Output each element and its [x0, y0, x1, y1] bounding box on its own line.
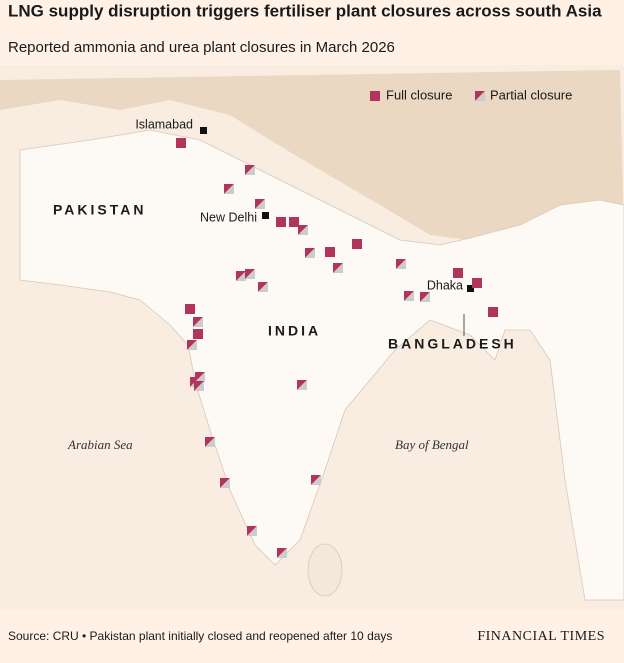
- swatch-part: [475, 91, 485, 101]
- partial-closure-marker: [277, 548, 287, 558]
- sri-lanka: [307, 543, 343, 597]
- partial-closure-marker: [220, 478, 230, 488]
- city-label: Islamabad: [135, 117, 193, 131]
- mountains: [0, 70, 624, 240]
- marker-part: [298, 225, 308, 235]
- marker-part: [333, 263, 343, 273]
- country-label: BANGLADESH: [388, 336, 517, 352]
- partial-closure-marker: [396, 259, 406, 269]
- partial-closure-marker: [298, 225, 308, 235]
- marker-part: [194, 381, 204, 391]
- full-closure-marker: [193, 329, 203, 339]
- partial-closure-marker: [255, 199, 265, 209]
- partial-closure-marker: [205, 437, 215, 447]
- partial-closure-marker: [305, 248, 315, 258]
- marker-part: [224, 184, 234, 194]
- plant-markers: [176, 138, 498, 558]
- partial-closure-marker: [187, 340, 197, 350]
- full-closure-marker: [472, 278, 482, 288]
- marker-part: [245, 269, 255, 279]
- partial-closure-marker: [193, 317, 203, 327]
- marker-part: [205, 437, 215, 447]
- partial-closure-marker: [297, 380, 307, 390]
- marker-part: [311, 475, 321, 485]
- marker-part: [255, 199, 265, 209]
- full-closure-marker: [488, 307, 498, 317]
- marker-part: [236, 271, 246, 281]
- marker-part: [220, 478, 230, 488]
- partial-closure-marker: [258, 282, 268, 292]
- partial-closure-marker: [245, 165, 255, 175]
- subtitle: Reported ammonia and urea plant closures…: [8, 39, 395, 56]
- partial-closure-marker: [420, 292, 430, 302]
- city-label: Dhaka: [427, 278, 463, 292]
- full-closure-marker: [325, 247, 335, 257]
- city-dot: [467, 285, 474, 292]
- marker-part: [245, 165, 255, 175]
- legend-full-swatch: [370, 91, 380, 101]
- marker-part: [305, 248, 315, 258]
- sea-label: Bay of Bengal: [395, 437, 469, 452]
- full-closure-marker: [289, 217, 299, 227]
- marker-part: [187, 340, 197, 350]
- land: [19, 129, 624, 601]
- city-dot: [200, 127, 207, 134]
- marker-part: [277, 548, 287, 558]
- full-closure-marker: [352, 239, 362, 249]
- full-closure-marker: [276, 217, 286, 227]
- source: Source: CRU • Pakistan plant initially c…: [8, 629, 392, 643]
- city-label: New Delhi: [200, 210, 257, 224]
- legend-partial: Partial closure: [490, 87, 572, 102]
- sea-label: Arabian Sea: [67, 437, 133, 452]
- marker-part: [420, 292, 430, 302]
- title: LNG supply disruption triggers fertilise…: [8, 1, 602, 20]
- marker-part: [193, 317, 203, 327]
- marker-part: [396, 259, 406, 269]
- city-dot: [262, 212, 269, 219]
- marker-part: [297, 380, 307, 390]
- partial-closure-marker: [236, 271, 246, 281]
- marker-part: [247, 526, 257, 536]
- legend-partial-swatch: [475, 91, 485, 101]
- marker-part: [258, 282, 268, 292]
- country-label: INDIA: [268, 323, 321, 339]
- brand: FINANCIAL TIMES: [477, 629, 605, 644]
- partial-closure-marker: [247, 526, 257, 536]
- partial-closure-marker: [404, 291, 414, 301]
- partial-closure-marker: [194, 381, 204, 391]
- marker-part: [404, 291, 414, 301]
- full-closure-marker: [453, 268, 463, 278]
- partial-closure-marker: [245, 269, 255, 279]
- partial-closure-marker: [311, 475, 321, 485]
- full-closure-marker: [185, 304, 195, 314]
- partial-closure-marker: [224, 184, 234, 194]
- legend-full: Full closure: [386, 87, 452, 102]
- full-closure-marker: [176, 138, 186, 148]
- country-label: PAKISTAN: [53, 202, 146, 218]
- partial-closure-marker: [333, 263, 343, 273]
